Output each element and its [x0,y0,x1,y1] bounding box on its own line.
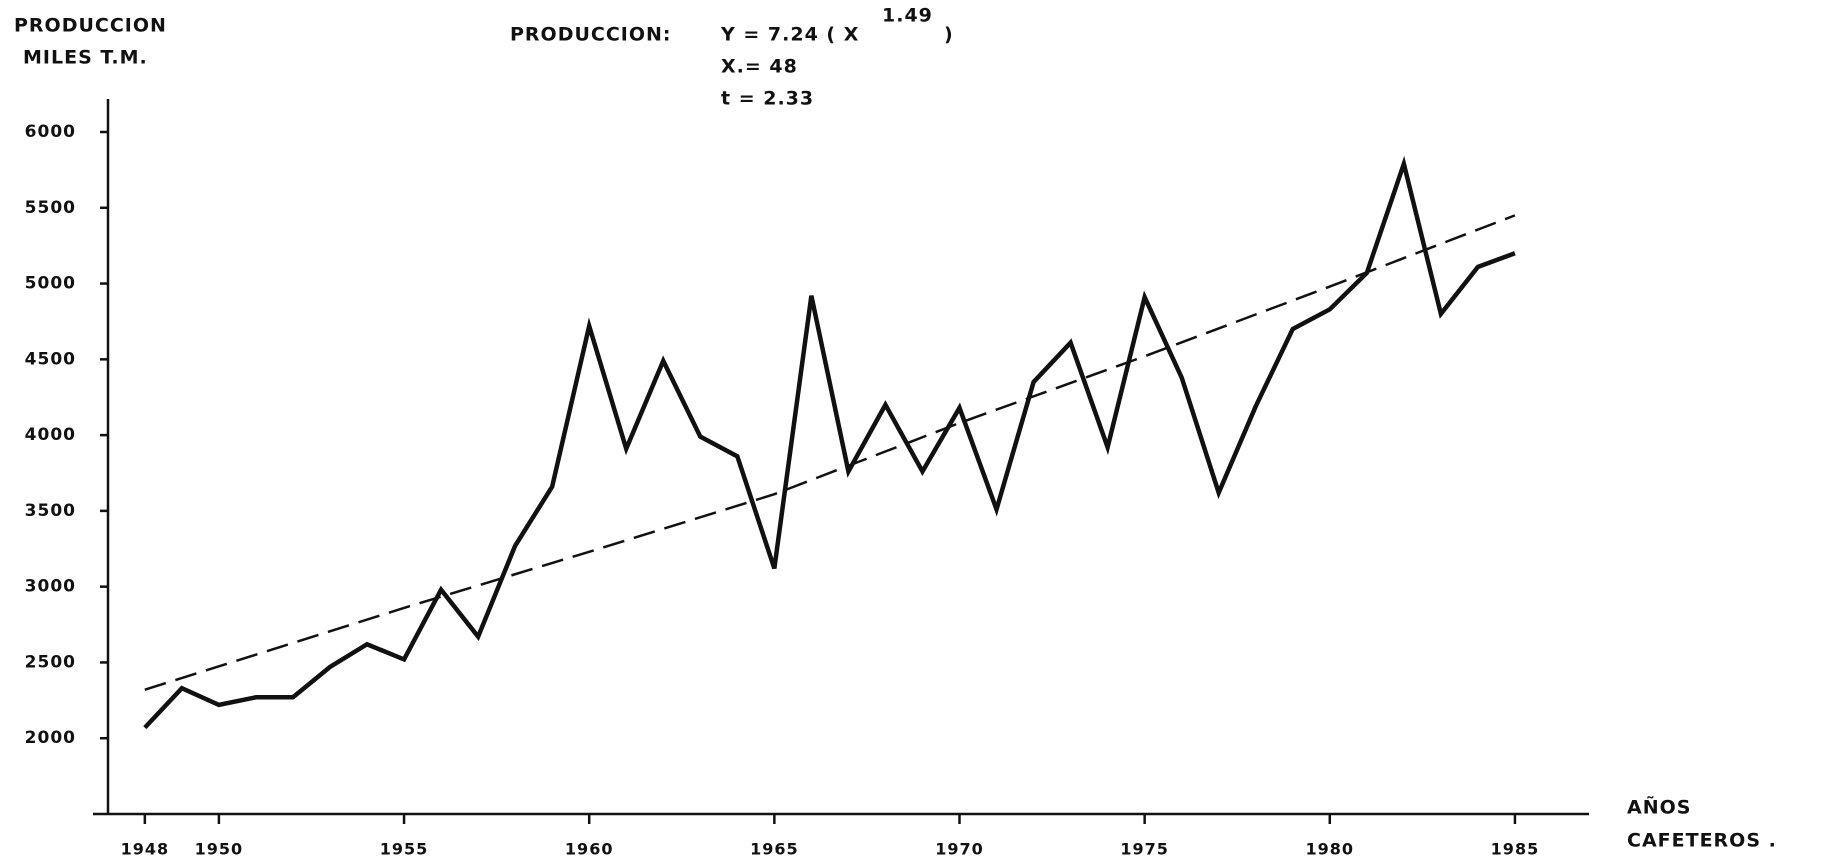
x-tick-label: 1950 [195,840,244,859]
x-axis-label: AÑOS [1627,795,1691,819]
x-tick-label: 1975 [1120,840,1169,859]
y-tick-label: 5500 [25,198,76,218]
y-tick-label: 3500 [25,501,76,521]
y-tick-label: 6000 [25,122,76,142]
x-tick-label: 1980 [1306,840,1355,859]
x-tick-label: 1948 [121,840,170,859]
annotation: ) [944,24,954,46]
y-axis-label: PRODUCCION [14,15,167,37]
y-tick-label: 4500 [25,349,76,369]
annotation: Y = 7.24 ( X [720,24,859,46]
y-tick-label: 3000 [25,577,76,597]
trend-line [144,214,1516,691]
data-line [143,155,1516,730]
x-tick-label: 1970 [935,840,984,859]
x-axis-label: CAFETEROS . [1627,830,1777,852]
x-tick-label: 1965 [750,840,799,859]
x-tick-label: 1955 [380,840,429,859]
x-tick-label: 1985 [1491,840,1540,859]
annotation: X.= 48 [721,56,798,78]
x-tick-label: 1960 [565,840,614,859]
annotation: 1.49 [882,5,933,27]
y-tick-label: 4000 [25,425,76,445]
y-tick-label: 5000 [25,274,76,294]
y-axis-label: MILES T.M. [23,47,148,69]
y-tick-label: 2000 [25,728,76,748]
y-tick-label: 2500 [25,652,76,672]
annotation: PRODUCCION: [510,24,672,46]
annotation: t = 2.33 [721,88,814,110]
